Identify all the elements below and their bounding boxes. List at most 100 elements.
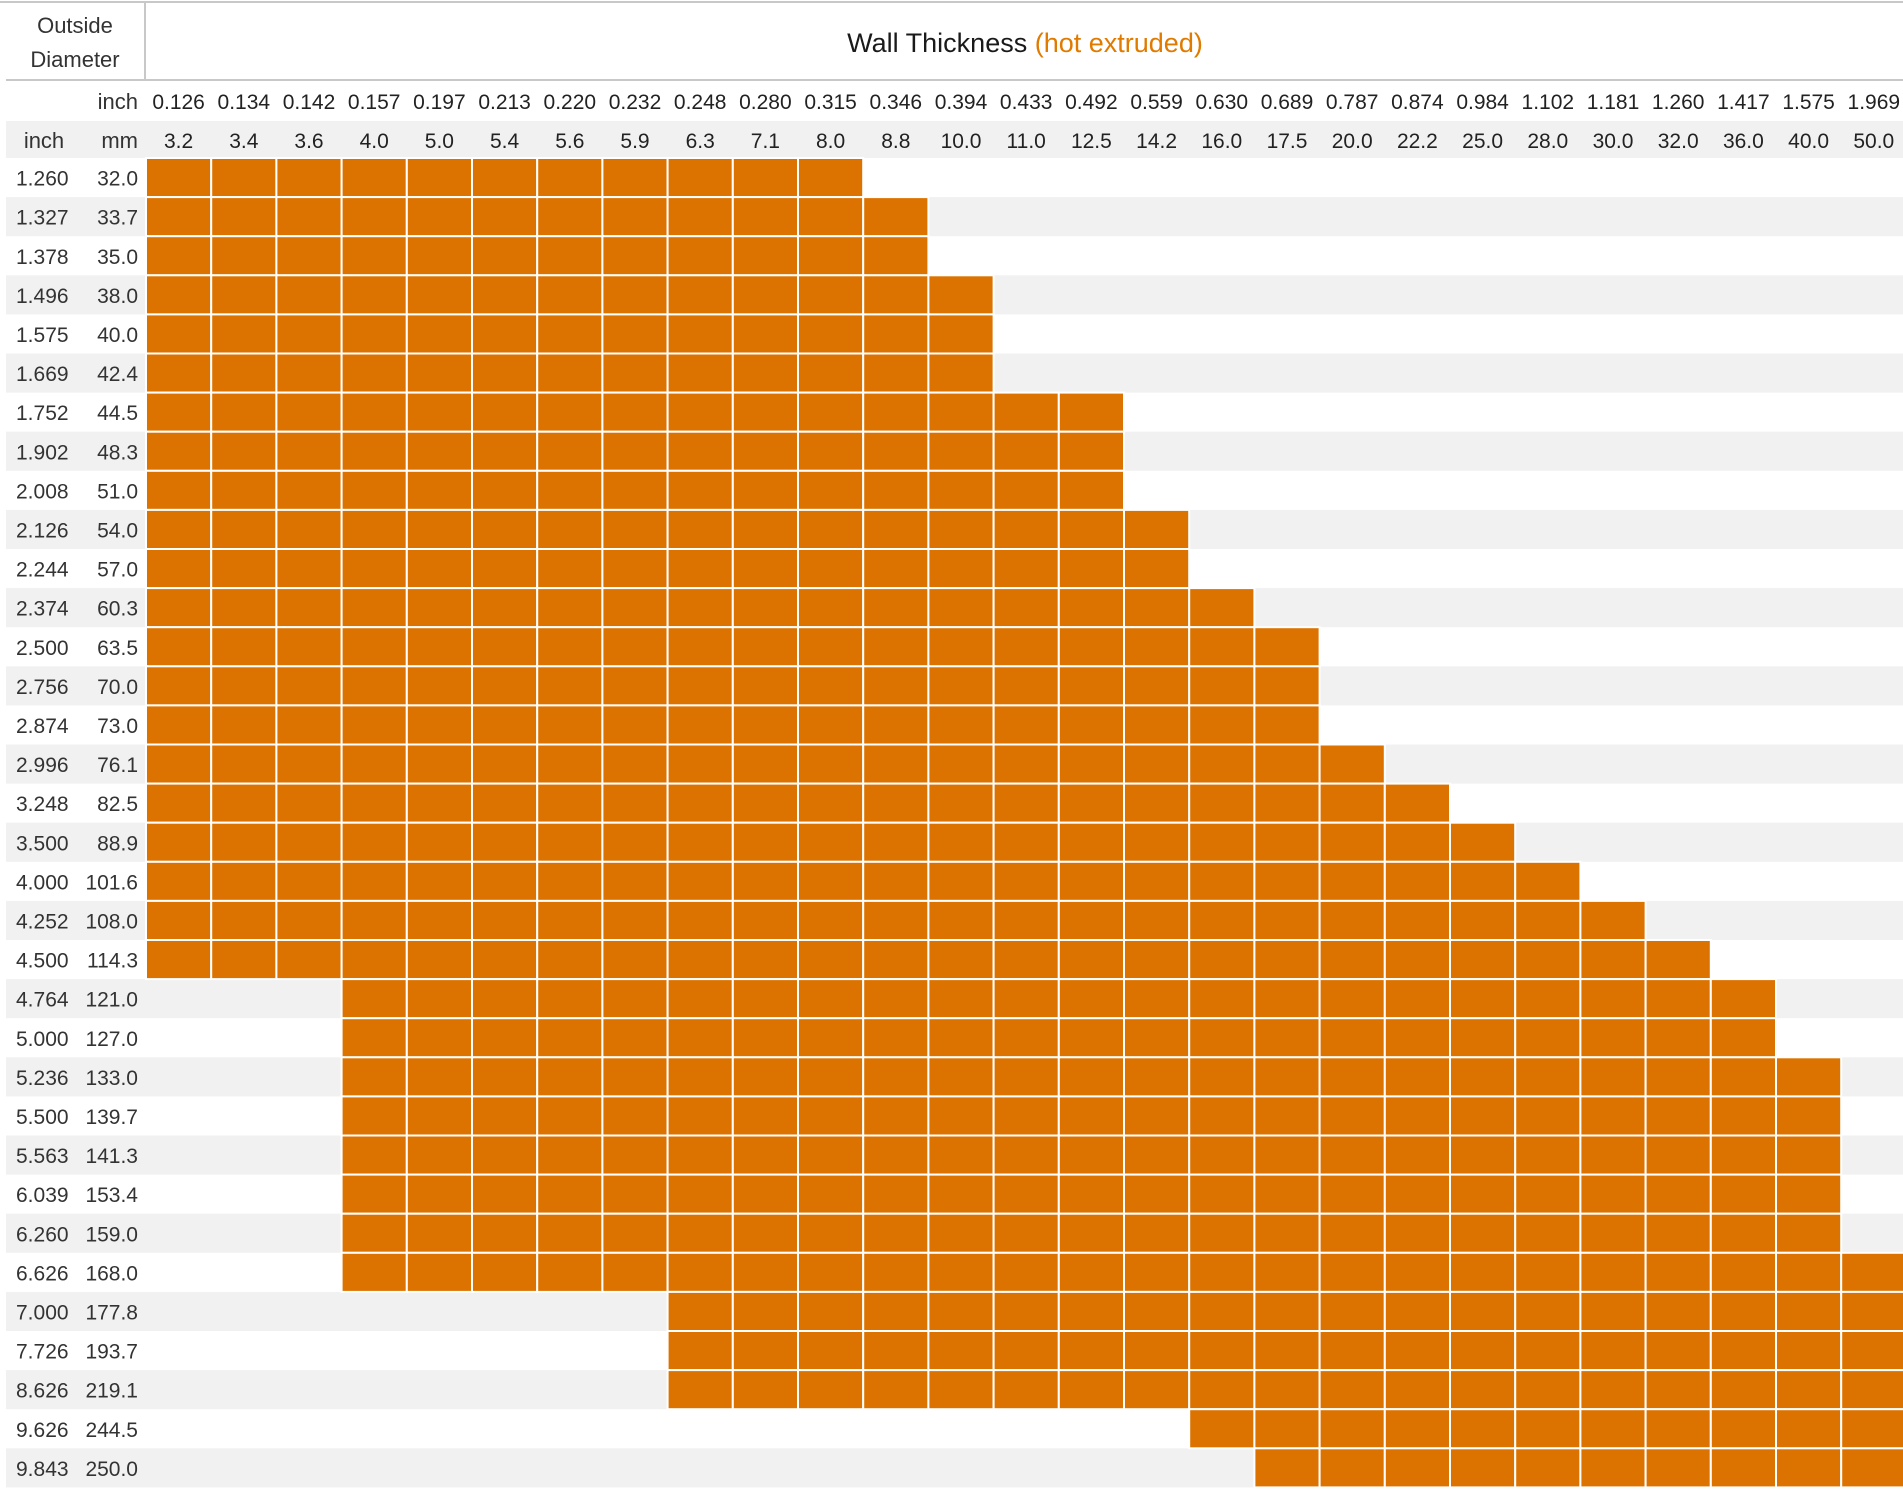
available-cell xyxy=(731,352,799,394)
available-cell xyxy=(471,978,539,1020)
od-mm-tick: 219.1 xyxy=(85,1380,138,1403)
available-cell xyxy=(797,1212,865,1254)
available-cell xyxy=(1514,1173,1582,1215)
available-cell xyxy=(1775,1290,1843,1333)
od-inch-tick: 2.996 xyxy=(16,754,69,777)
available-cell xyxy=(145,157,213,199)
available-cell xyxy=(1057,1251,1126,1293)
available-cell xyxy=(145,313,213,355)
available-cell xyxy=(275,548,343,590)
available-cell xyxy=(862,939,930,981)
available-cell xyxy=(536,1173,604,1215)
available-cell xyxy=(601,587,669,629)
available-cell xyxy=(731,782,799,824)
available-cell xyxy=(210,313,278,355)
available-cell xyxy=(275,587,343,629)
available-cell xyxy=(536,157,604,199)
column-tick-labels: 0.126 0.134 0.142 0.157 0.197 0.213 0.220 0.232… xyxy=(152,91,1900,153)
available-cell xyxy=(1188,821,1256,863)
available-cell xyxy=(1579,1056,1647,1098)
available-cell xyxy=(1123,939,1191,981)
available-cell xyxy=(862,1017,930,1059)
available-cell xyxy=(1057,860,1126,902)
available-cell xyxy=(992,1369,1060,1411)
available-cell xyxy=(1514,1095,1582,1137)
wall-inch-tick: 0.984 xyxy=(1456,91,1509,114)
wall-mm-tick: 5.4 xyxy=(490,130,520,153)
available-cell xyxy=(340,196,408,238)
available-cell xyxy=(992,508,1060,550)
available-cell xyxy=(1057,1330,1126,1372)
available-cell xyxy=(797,939,865,981)
available-cell xyxy=(145,626,213,668)
available-cell xyxy=(601,548,669,590)
wall-mm-tick: 6.3 xyxy=(686,130,715,153)
available-cell xyxy=(666,274,734,316)
available-cell xyxy=(145,860,213,902)
available-cell xyxy=(1188,1134,1256,1176)
available-cell xyxy=(731,1173,799,1215)
available-cell xyxy=(1514,1408,1582,1450)
available-cell xyxy=(1318,1251,1386,1293)
available-cell xyxy=(1383,1173,1452,1215)
available-cell xyxy=(1579,1447,1647,1489)
available-cell xyxy=(275,352,343,394)
available-cell xyxy=(210,430,278,472)
available-cell xyxy=(862,978,930,1020)
available-cell xyxy=(927,978,995,1020)
available-cell xyxy=(340,587,408,629)
available-cell xyxy=(1383,1369,1452,1411)
available-cell xyxy=(1188,1017,1256,1059)
available-cell xyxy=(862,821,930,863)
available-cell xyxy=(340,548,408,590)
available-cell xyxy=(1775,1408,1843,1450)
od-mm-tick: 121.0 xyxy=(85,989,138,1012)
available-cell xyxy=(1123,1251,1191,1293)
available-cell xyxy=(1057,1173,1126,1215)
available-cell xyxy=(862,782,930,824)
available-cell xyxy=(210,899,278,942)
od-mm-tick: 33.7 xyxy=(97,207,138,230)
available-cell xyxy=(536,391,604,433)
available-cell xyxy=(340,704,408,746)
od-inch-tick: 9.843 xyxy=(16,1458,69,1481)
available-cell xyxy=(601,821,669,863)
available-cell xyxy=(1775,1173,1843,1215)
available-cell xyxy=(601,743,669,785)
available-cell xyxy=(536,1017,604,1059)
chart-title: Wall Thickness (hot extruded) xyxy=(847,28,1203,58)
available-cell xyxy=(1123,1369,1191,1411)
available-cell xyxy=(405,665,473,707)
available-cell xyxy=(1709,1095,1778,1137)
available-cell xyxy=(666,899,734,942)
available-cell xyxy=(1253,743,1321,785)
mm-header-band xyxy=(6,121,1903,158)
available-cell xyxy=(405,1173,473,1215)
available-cell xyxy=(340,860,408,902)
wall-mm-tick: 40.0 xyxy=(1788,130,1829,153)
available-cell xyxy=(1709,1447,1778,1489)
available-cell xyxy=(1253,1095,1321,1137)
available-cell xyxy=(797,899,865,942)
available-cell xyxy=(536,235,604,277)
available-cell xyxy=(536,899,604,942)
available-cell xyxy=(1123,1290,1191,1333)
available-cell xyxy=(731,548,799,590)
available-cell xyxy=(1253,1408,1321,1450)
available-cell xyxy=(1449,1408,1517,1450)
available-cell xyxy=(340,235,408,277)
available-cell xyxy=(992,1095,1060,1137)
available-cell xyxy=(992,1134,1060,1176)
available-cell xyxy=(1188,939,1256,981)
wall-mm-tick: 17.5 xyxy=(1267,130,1308,153)
available-cell xyxy=(927,1173,995,1215)
available-cell xyxy=(1253,782,1321,824)
wall-inch-tick: 0.197 xyxy=(413,91,466,114)
available-cell xyxy=(797,352,865,394)
available-cell xyxy=(1057,508,1126,550)
available-cell xyxy=(601,1095,669,1137)
available-cell xyxy=(1057,1095,1126,1137)
available-cell xyxy=(1579,1251,1647,1293)
available-cell xyxy=(1188,860,1256,902)
available-cell xyxy=(210,391,278,433)
